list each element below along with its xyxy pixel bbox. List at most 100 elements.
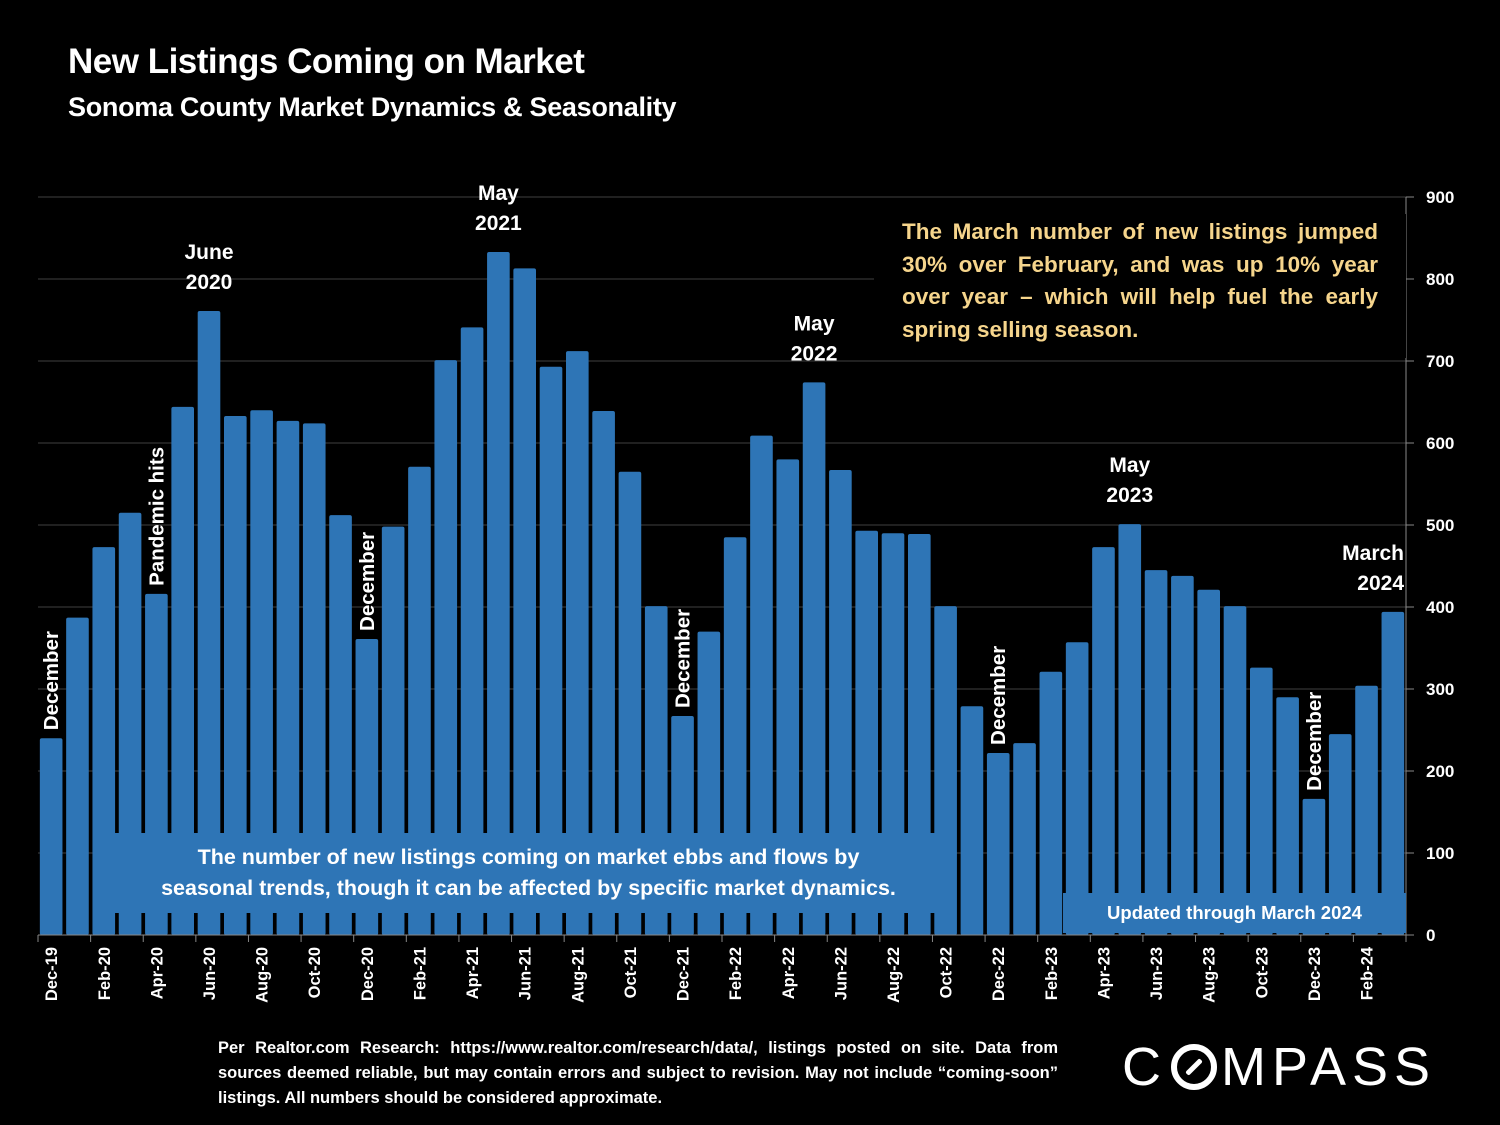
bar: [302, 423, 326, 935]
x-tick-label: Aug-21: [569, 947, 587, 1003]
annotation-label: 2024: [1357, 572, 1404, 595]
annotation-label: March: [1342, 542, 1404, 565]
x-tick-label: Dec-21: [675, 947, 693, 1001]
x-tick-label: Feb-23: [1043, 947, 1061, 1000]
bar: [592, 411, 615, 935]
x-tick-label: Jun-22: [832, 947, 850, 1000]
note-line-1: The number of new listings coming on mar…: [197, 845, 860, 869]
y-tick-label: 0: [1426, 926, 1435, 945]
bar: [118, 512, 142, 935]
y-tick-label: 100: [1426, 844, 1454, 863]
x-tick-label: Feb-21: [411, 947, 429, 1000]
bar: [750, 435, 773, 935]
annotation-label: Pandemic hits: [145, 447, 168, 586]
updated-badge: Updated through March 2024: [1063, 893, 1406, 933]
bar: [250, 410, 273, 935]
logo-text-end: MPASS: [1221, 1037, 1437, 1097]
y-tick-label: 700: [1426, 352, 1454, 371]
logo-text-start: C: [1122, 1037, 1167, 1097]
bar: [92, 547, 116, 935]
bar: [1065, 642, 1089, 935]
bar: [565, 351, 589, 935]
y-tick-label: 400: [1426, 598, 1454, 617]
bar: [197, 310, 221, 936]
x-tick-label: Oct-22: [938, 947, 956, 998]
bar: [1381, 611, 1405, 935]
annotation-label: December: [987, 646, 1010, 745]
y-tick-labels: 0 100 200 300 400 500 600 700 800 900: [1426, 188, 1454, 945]
x-tick-label: Dec-23: [1306, 947, 1324, 1001]
x-tick-labels: Dec-19 Feb-20 Apr-20 Jun-20 Aug-20 Oct-20 Dec-…: [43, 946, 1376, 1003]
bar: [1013, 743, 1036, 935]
source-footnote: Per Realtor.com Research: https://www.re…: [218, 1039, 1058, 1107]
chart-title: New Listings Coming on Market: [68, 42, 585, 81]
x-tick-label: Dec-22: [990, 947, 1008, 1001]
bar: [1144, 570, 1168, 935]
annotation-label: December: [40, 631, 63, 730]
x-tick-label: Jun-20: [201, 947, 219, 1000]
note-box: The number of new listings coming on mar…: [115, 833, 942, 913]
bar: [539, 366, 563, 935]
bar: [986, 752, 1010, 935]
annotation-label: 2021: [475, 212, 522, 235]
x-tick-label: Aug-22: [885, 947, 903, 1003]
bar: [381, 526, 405, 935]
bar: [776, 459, 800, 935]
annotation-label: May: [478, 182, 519, 205]
bar: [39, 738, 63, 935]
y-tick-label: 500: [1426, 516, 1454, 535]
compass-logo: C MPASS: [1122, 1036, 1436, 1098]
annotation-label: May: [794, 312, 835, 335]
annotation-label: 2023: [1106, 484, 1153, 507]
bar: [171, 406, 195, 935]
x-tick-label: Oct-20: [306, 947, 324, 998]
annotation-label: May: [1109, 454, 1150, 477]
bar: [276, 420, 300, 935]
y-tick-label: 600: [1426, 434, 1454, 453]
bar: [460, 327, 484, 935]
annotation-label: June: [184, 241, 233, 264]
annotation-label: 2022: [791, 342, 838, 365]
bar: [1328, 734, 1352, 935]
x-tick-label: Jun-21: [517, 947, 535, 1000]
bar: [223, 415, 247, 935]
annotation-label: 2020: [186, 271, 233, 294]
bar: [1171, 575, 1194, 935]
x-tick-label: Apr-20: [148, 947, 166, 999]
bar: [1039, 671, 1063, 935]
x-tick-label: Dec-19: [43, 947, 61, 1001]
bar: [829, 470, 852, 935]
bar: [1118, 524, 1142, 935]
bar: [960, 706, 984, 935]
x-tick-label: Feb-22: [727, 947, 745, 1000]
bar: [1223, 606, 1247, 935]
callout-text: The March number of new listings jumped …: [874, 214, 1406, 358]
chart-subtitle: Sonoma County Market Dynamics & Seasonal…: [68, 92, 677, 122]
x-tick-label: Aug-23: [1201, 947, 1219, 1003]
x-tick-label: Apr-21: [464, 947, 482, 999]
x-tick-label: Aug-20: [254, 947, 272, 1003]
bar: [1092, 547, 1115, 935]
x-tick-label: Apr-22: [780, 947, 798, 999]
x-tick-label: Feb-24: [1359, 946, 1377, 1000]
bar: [802, 382, 826, 935]
annotation-label: December: [1303, 692, 1326, 791]
bar: [66, 617, 89, 935]
y-tick-label: 800: [1426, 270, 1454, 289]
bar: [1276, 697, 1299, 935]
note-line-2: seasonal trends, though it can be affect…: [161, 876, 896, 900]
bar: [487, 251, 510, 935]
bar: [1197, 589, 1221, 935]
bar: [408, 466, 431, 935]
x-tick-label: Oct-23: [1253, 947, 1271, 998]
x-tick-label: Dec-20: [359, 947, 377, 1001]
annotations: December Pandemic hits June 2020 December May…: [40, 182, 1404, 791]
compass-o-icon: [1171, 1044, 1217, 1090]
bar: [513, 268, 537, 936]
bar: [1355, 685, 1378, 935]
x-tick-label: Feb-20: [96, 947, 114, 1000]
y-tick-label: 900: [1426, 188, 1454, 207]
bar: [1249, 667, 1273, 935]
bar: [434, 360, 458, 935]
